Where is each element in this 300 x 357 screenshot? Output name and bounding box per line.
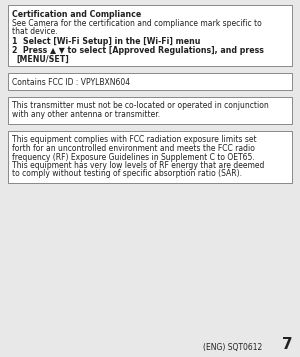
FancyBboxPatch shape (8, 96, 292, 124)
Text: 2  Press ▲ ▼ to select [Approved Regulations], and press: 2 Press ▲ ▼ to select [Approved Regulati… (12, 46, 264, 55)
Text: (ENG) SQT0612: (ENG) SQT0612 (203, 343, 262, 352)
Text: 7: 7 (282, 337, 293, 352)
Text: forth for an uncontrolled environment and meets the FCC radio: forth for an uncontrolled environment an… (12, 144, 255, 153)
FancyBboxPatch shape (8, 73, 292, 90)
Text: Contains FCC ID : VPYLBXN604: Contains FCC ID : VPYLBXN604 (12, 78, 130, 87)
Text: that device.: that device. (12, 27, 58, 36)
Text: with any other antenna or transmitter.: with any other antenna or transmitter. (12, 110, 160, 119)
Text: This equipment complies with FCC radiation exposure limits set: This equipment complies with FCC radiati… (12, 136, 256, 145)
Text: to comply without testing of specific absorption ratio (SAR).: to comply without testing of specific ab… (12, 170, 242, 178)
Text: 1  Select [Wi-Fi Setup] in the [Wi-Fi] menu: 1 Select [Wi-Fi Setup] in the [Wi-Fi] me… (12, 36, 200, 45)
Text: This transmitter must not be co-located or operated in conjunction: This transmitter must not be co-located … (12, 101, 269, 111)
FancyBboxPatch shape (8, 5, 292, 66)
Text: See Camera for the certification and compliance mark specific to: See Camera for the certification and com… (12, 19, 262, 27)
Text: [MENU/SET]: [MENU/SET] (16, 55, 69, 64)
Text: Certification and Compliance: Certification and Compliance (12, 10, 141, 19)
Text: This equipment has very low levels of RF energy that are deemed: This equipment has very low levels of RF… (12, 161, 264, 170)
Text: frequency (RF) Exposure Guidelines in Supplement C to OET65.: frequency (RF) Exposure Guidelines in Su… (12, 152, 255, 161)
FancyBboxPatch shape (8, 131, 292, 183)
